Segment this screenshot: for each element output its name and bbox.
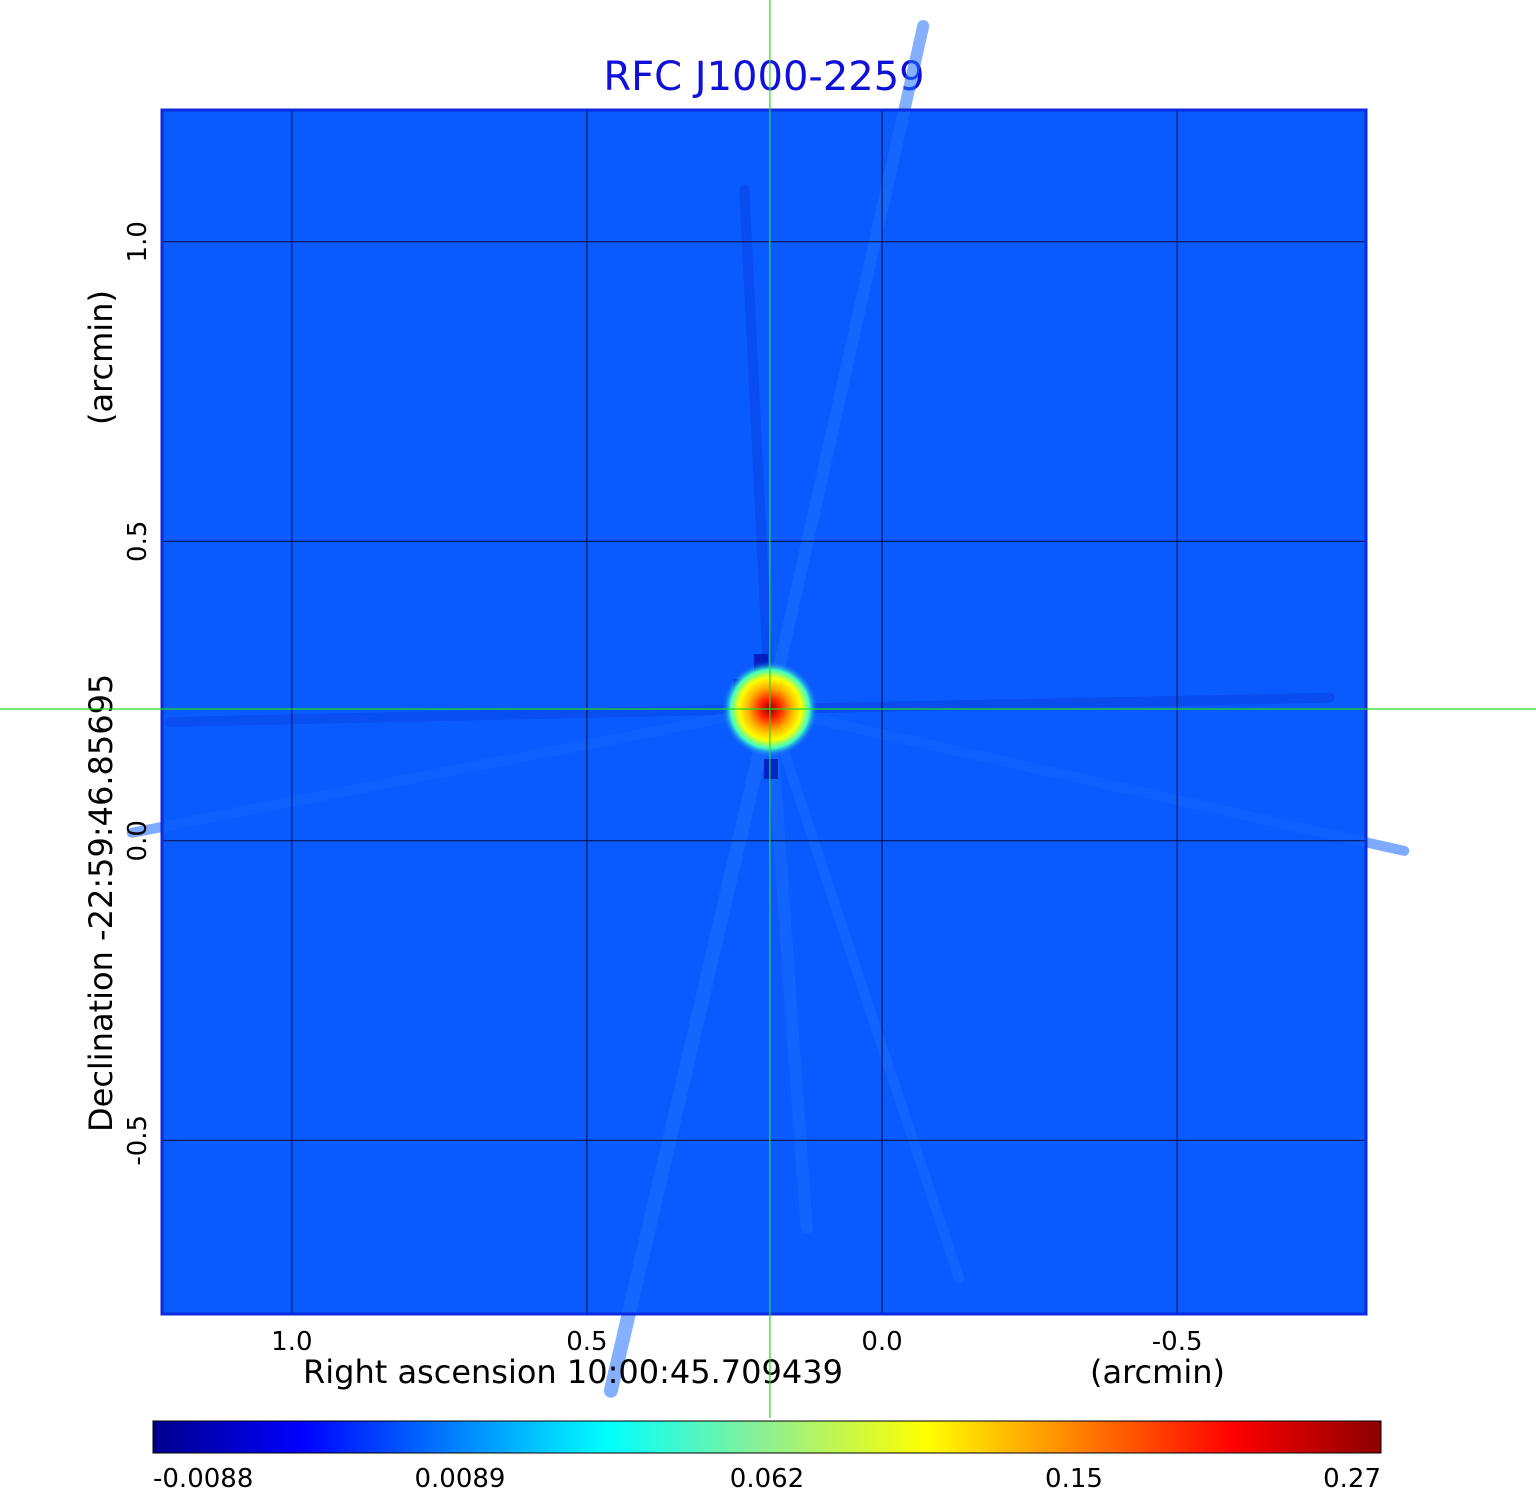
crosshair xyxy=(0,0,1536,1418)
colorbar-tick-label: -0.0088 xyxy=(153,1464,253,1494)
y-tick-label: 0.0 xyxy=(123,820,153,861)
colorbar-tick-label: 0.062 xyxy=(730,1464,804,1494)
sidelobe-streak xyxy=(165,704,775,727)
x-tick-label: 0.0 xyxy=(861,1327,902,1357)
x-tick-label: 0.5 xyxy=(566,1327,607,1357)
colorbar xyxy=(152,1420,1382,1454)
sidelobe-streak xyxy=(764,692,1335,715)
x-tick-label: 1.0 xyxy=(271,1327,312,1357)
sidelobe-streak xyxy=(603,702,777,1398)
colorbar-tick-labels: -0.0088 0.0089 0.062 0.15 0.27 xyxy=(153,1464,1381,1494)
x-axis-label: Right ascension 10:00:45.709439 xyxy=(303,1353,843,1391)
negative-lobe xyxy=(763,759,778,780)
sidelobe-streak xyxy=(764,704,965,1284)
plot-area xyxy=(126,19,1410,1398)
y-axis-label: Declination -22:59:46.85695 xyxy=(82,674,120,1132)
chart-title: RFC J1000-2259 xyxy=(603,54,924,100)
sidelobe-streak xyxy=(763,703,813,1234)
sidelobe-streak xyxy=(126,704,775,838)
y-tick-labels: 1.0 0.5 0.0 -0.5 xyxy=(123,221,153,1166)
y-axis-unit: (arcmin) xyxy=(82,290,120,425)
y-tick-label: 1.0 xyxy=(123,221,153,262)
y-tick-label: -0.5 xyxy=(123,1115,153,1166)
sidelobe-streak xyxy=(739,184,775,715)
map-frame xyxy=(160,108,1368,1316)
x-tick-label: -0.5 xyxy=(1152,1327,1203,1357)
colorbar-tick-label: 0.27 xyxy=(1323,1464,1381,1494)
sidelobe-streaks xyxy=(126,19,1410,1398)
sidelobe-streak xyxy=(763,19,930,716)
gridlines xyxy=(162,110,1366,1314)
colorbar-tick-label: 0.15 xyxy=(1045,1464,1103,1494)
y-tick-label: 0.5 xyxy=(123,521,153,562)
x-tick-labels: 1.0 0.5 0.0 -0.5 xyxy=(271,1327,1202,1357)
colorbar-tick-label: 0.0089 xyxy=(415,1464,506,1494)
x-axis-unit: (arcmin) xyxy=(1090,1353,1225,1391)
sidelobe-streak xyxy=(764,704,1410,856)
